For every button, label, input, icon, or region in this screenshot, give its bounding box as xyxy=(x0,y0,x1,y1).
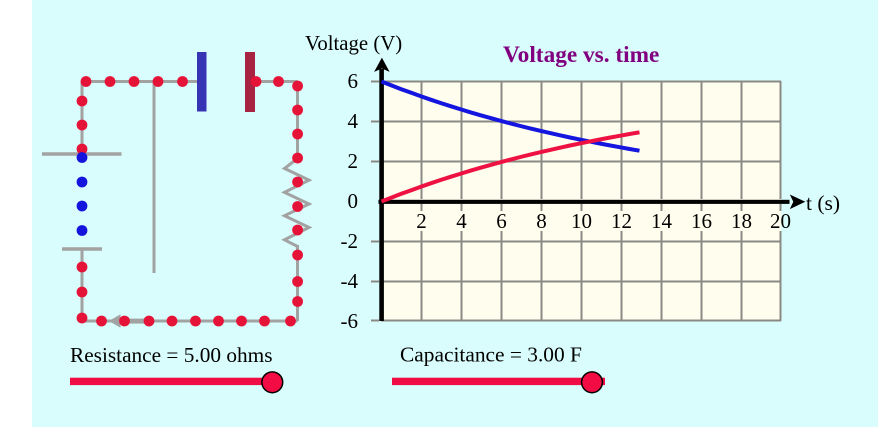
svg-text:20: 20 xyxy=(770,209,791,233)
svg-text:t (s): t (s) xyxy=(806,191,840,215)
svg-text:8: 8 xyxy=(536,209,547,233)
svg-text:-4: -4 xyxy=(341,269,359,293)
svg-text:-2: -2 xyxy=(341,229,359,253)
svg-text:2: 2 xyxy=(416,209,427,233)
svg-text:18: 18 xyxy=(731,209,752,233)
svg-text:4: 4 xyxy=(348,109,359,133)
svg-text:2: 2 xyxy=(348,149,359,173)
svg-text:Capacitance = 3.00 F: Capacitance = 3.00 F xyxy=(400,343,582,367)
svg-text:0: 0 xyxy=(348,189,359,213)
svg-text:Voltage (V): Voltage (V) xyxy=(305,32,402,55)
svg-text:16: 16 xyxy=(691,209,712,233)
svg-text:14: 14 xyxy=(651,209,673,233)
svg-text:Resistance = 5.00 ohms: Resistance = 5.00 ohms xyxy=(70,343,272,367)
svg-text:10: 10 xyxy=(571,209,592,233)
svg-text:6: 6 xyxy=(496,209,507,233)
svg-text:4: 4 xyxy=(456,209,467,233)
svg-text:12: 12 xyxy=(611,209,632,233)
svg-text:-6: -6 xyxy=(341,309,359,333)
svg-text:Voltage vs. time: Voltage vs. time xyxy=(503,42,659,68)
svg-text:6: 6 xyxy=(348,69,359,93)
